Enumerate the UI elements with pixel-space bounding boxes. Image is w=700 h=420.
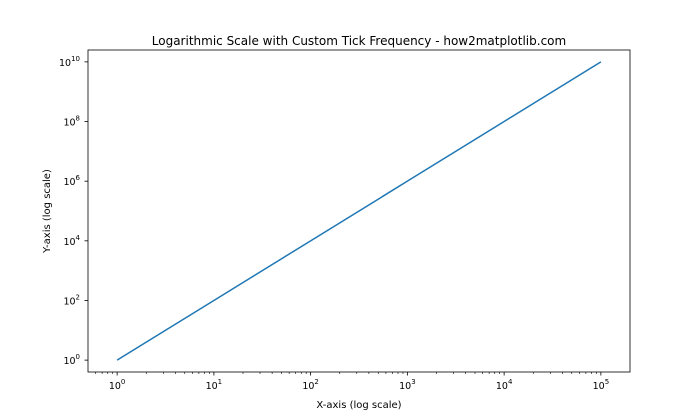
series-line [116,61,602,361]
y-tick-label: 106 [63,174,80,188]
x-tick-label: 102 [302,378,319,392]
x-tick-label: 104 [496,378,513,392]
x-tick-label: 105 [593,378,610,392]
y-tick-label: 100 [63,353,80,367]
series-layer [116,61,602,361]
x-axis-label: X-axis (log scale) [316,400,401,411]
y-tick-label: 104 [63,234,80,248]
plot-frame [87,49,631,373]
y-tick-label: 102 [63,293,80,307]
y-tick-label: 108 [63,115,80,129]
y-tick-label: 1010 [59,55,80,69]
x-tick-label: 103 [399,378,416,392]
y-axis-major-ticks: 100 102 104 106 108 1010 [59,55,88,367]
x-tick-label: 100 [109,378,126,392]
x-axis-major-ticks: 100 101 102 103 104 105 [109,372,609,392]
chart-title: Logarithmic Scale with Custom Tick Frequ… [152,34,566,48]
x-tick-label: 101 [206,378,223,392]
y-axis-label: Y-axis (log scale) [42,169,53,254]
